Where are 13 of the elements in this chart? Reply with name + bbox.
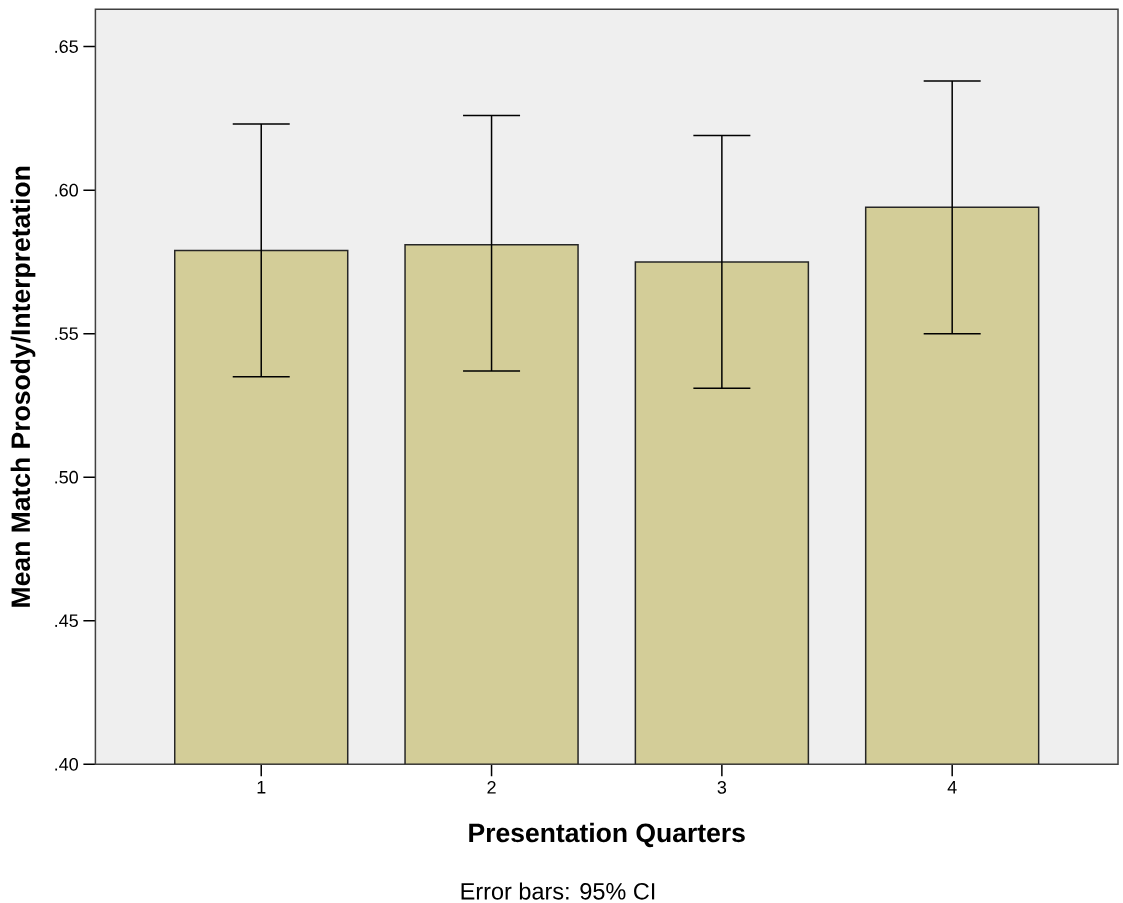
x-tick-label: 2 — [487, 781, 496, 794]
x-tick-label: 4 — [947, 781, 957, 794]
x-tick-label: 1 — [257, 781, 266, 794]
y-axis-title: Mean Match Prosody/Interpretation — [10, 166, 36, 607]
x-axis-title: Presentation Quarters — [469, 822, 745, 848]
y-tick-label: .40 — [55, 757, 78, 771]
text: Error bars: 95% CI — [461, 882, 655, 900]
y-tick-label: .60 — [55, 183, 78, 197]
y-tick-label: .65 — [55, 40, 78, 53]
x-tick-label: 3 — [717, 781, 727, 794]
y-tick-label: .45 — [55, 614, 78, 628]
y-tick-label: .50 — [55, 470, 78, 484]
y-tick-label: .55 — [55, 327, 78, 340]
